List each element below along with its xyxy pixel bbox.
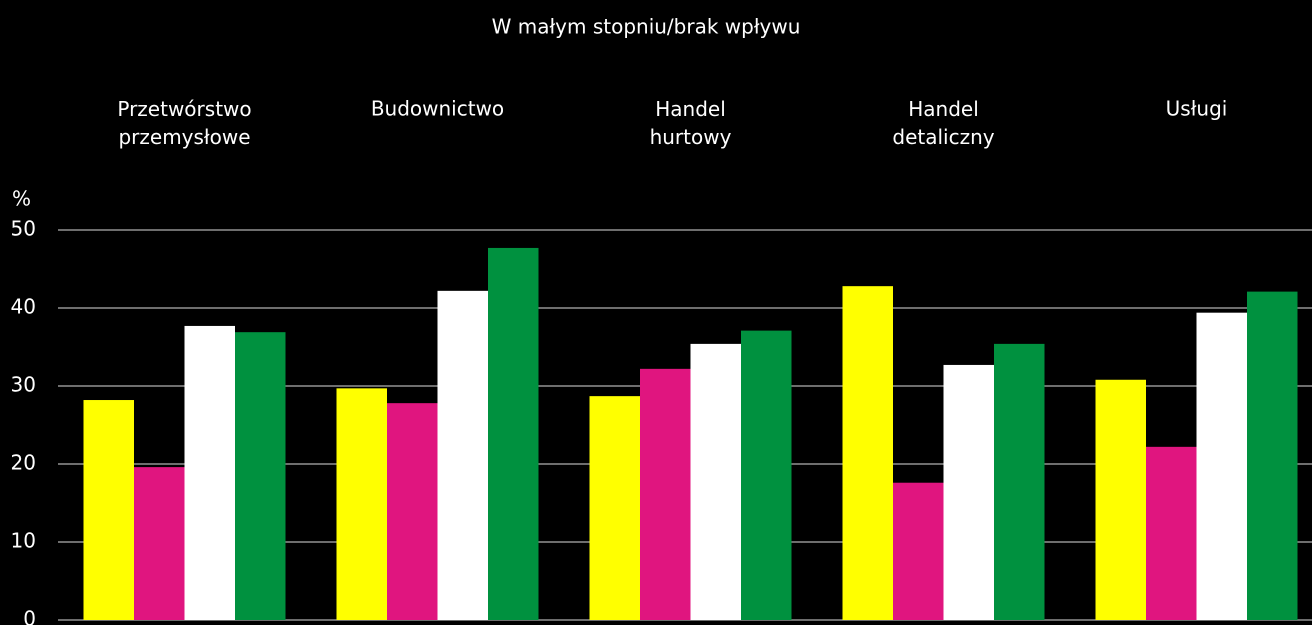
category-label: Handel detaliczny (892, 97, 994, 149)
y-tick-label: 20 (11, 451, 36, 475)
bar (83, 400, 134, 620)
bar (893, 482, 944, 620)
bar (640, 368, 691, 620)
bar (437, 290, 488, 620)
category-label: Usługi (1166, 97, 1228, 121)
y-tick-label: 10 (11, 529, 36, 553)
bar (690, 343, 741, 620)
bar (842, 286, 893, 620)
bar (589, 396, 640, 620)
y-tick-label: 0 (23, 607, 36, 625)
bar (1095, 379, 1146, 620)
category-label: Budownictwo (371, 97, 504, 121)
bar (184, 325, 235, 620)
bar (235, 332, 286, 620)
category-label: Przetwórstwo przemysłowe (117, 97, 251, 149)
bar (387, 403, 438, 620)
chart-title: W małym stopniu/brak wpływu (492, 15, 801, 39)
y-tick-label: 40 (11, 295, 36, 319)
bar (943, 364, 994, 620)
bar (134, 467, 185, 620)
bar (1196, 312, 1247, 620)
y-axis-label: % (12, 187, 31, 211)
y-tick-label: 30 (11, 373, 36, 397)
category-label: Handel hurtowy (650, 97, 732, 149)
bar (488, 247, 539, 620)
bar (336, 388, 387, 620)
bar (1146, 446, 1197, 620)
bar (1247, 291, 1298, 620)
bar (741, 330, 792, 620)
y-tick-label: 50 (11, 217, 36, 241)
bar (994, 343, 1045, 620)
